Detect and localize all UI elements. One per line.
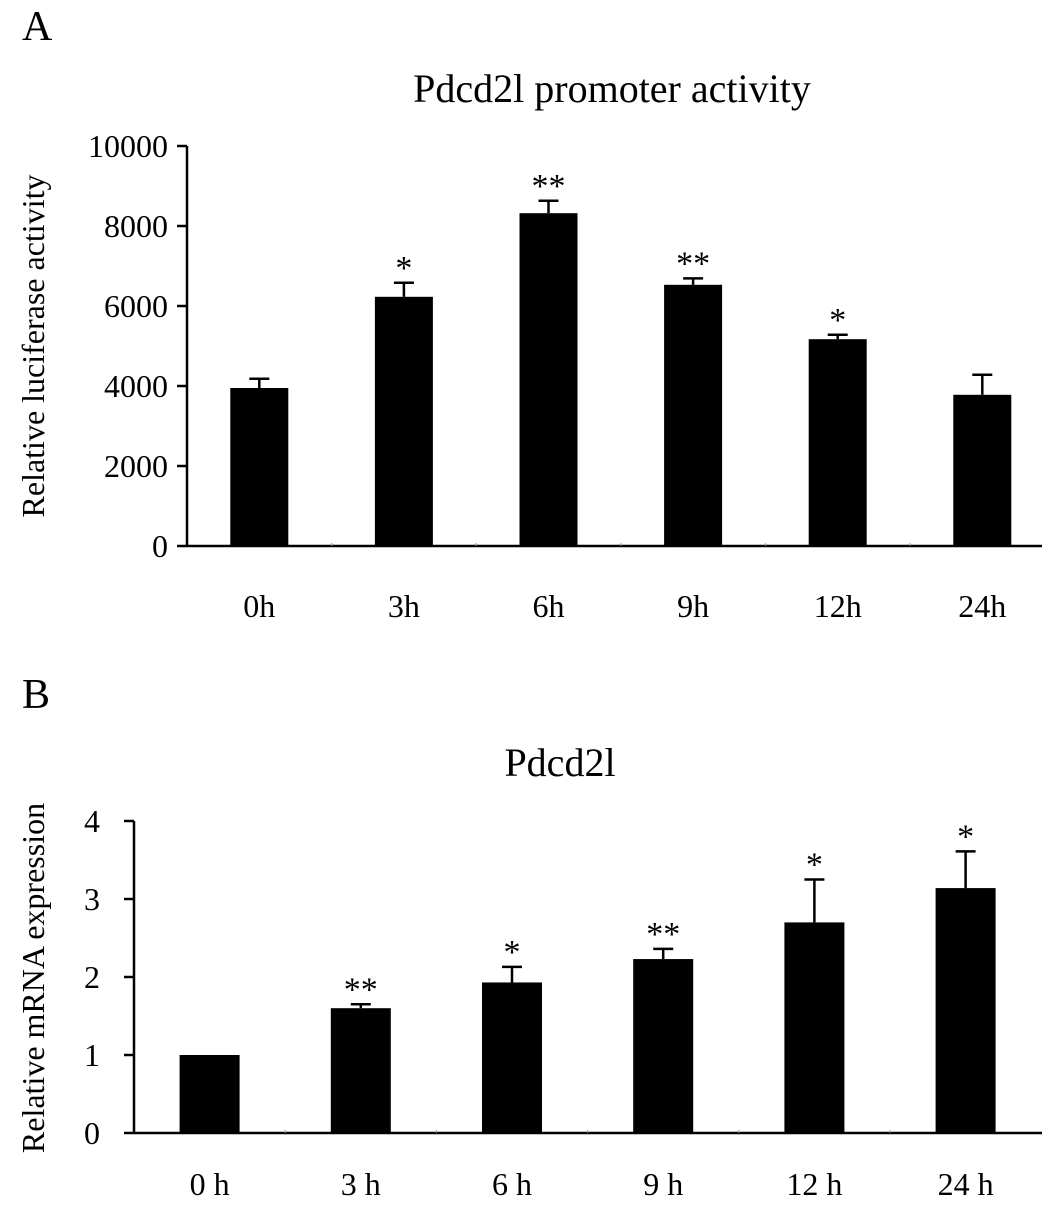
panel-b-x-labels: 0 h 3 h 6 h 9 h 12 h 24 h	[190, 1166, 994, 1202]
panel-a-y-tick-label: 6000	[104, 288, 168, 324]
panel-b-bar-9h	[633, 959, 694, 1133]
panel-a-y-axis-label: Relative luciferase activity	[15, 175, 51, 518]
panel-a: A Pdcd2l promoter activity Relative luci…	[15, 4, 1042, 624]
panel-a-y-ticks: 0 2000 4000 6000 8000 10000	[88, 128, 911, 564]
panel-a-y-tick-label: 2000	[104, 448, 168, 484]
panel-b-y-axis-label: Relative mRNA expression	[15, 803, 51, 1153]
panel-b-y-tick-label: 0	[84, 1115, 100, 1151]
panel-b-bar-24h	[935, 888, 996, 1133]
panel-a-significance-label: **	[532, 168, 566, 205]
panel-a-bar-3h	[374, 296, 433, 546]
panel-b-significance-label: *	[957, 818, 974, 855]
panel-a-category-label: 24h	[958, 588, 1006, 624]
panel-a-bar-0h	[230, 388, 289, 546]
panel-a-bar-12h	[808, 339, 867, 546]
panel-b-bar-0h	[179, 1055, 240, 1133]
panel-b-y-ticks: 0 1 2 3 4	[84, 803, 891, 1151]
panel-a-y-tick-label: 0	[152, 528, 168, 564]
panel-b-bar-12h	[784, 922, 845, 1133]
panel-b-category-label: 24 h	[938, 1166, 994, 1202]
panel-a-category-label: 3h	[388, 588, 420, 624]
panel-b-significance-label: *	[504, 934, 521, 971]
panel-b-significance-label: **	[646, 916, 680, 953]
panel-a-x-labels: 0h 3h 6h 9h 12h 24h	[243, 588, 1006, 624]
panel-a-bar-24h	[953, 394, 1012, 546]
panel-b-bar-6h	[482, 982, 542, 1133]
panel-a-category-label: 0h	[243, 588, 275, 624]
panel-a-y-tick-label: 4000	[104, 368, 168, 404]
panel-b-category-label: 12 h	[786, 1166, 842, 1202]
panel-b-y-tick-label: 3	[84, 881, 100, 917]
panel-b-bars: *** ****	[179, 818, 996, 1133]
panel-a-bars: ******	[230, 168, 1012, 546]
panel-b: B Pdcd2l Relative mRNA expression 01234 …	[15, 672, 1042, 1202]
panel-b-title: Pdcd2l	[504, 740, 615, 785]
panel-b-bar-3h	[330, 1008, 391, 1133]
panel-b-y-tick-label: 4	[84, 803, 100, 839]
panel-a-significance-label: *	[395, 250, 412, 287]
panel-b-y-tick-label: 2	[84, 959, 100, 995]
panel-a-label: A	[22, 4, 53, 50]
panel-a-category-label: 9h	[677, 588, 709, 624]
panel-a-significance-label: *	[829, 302, 846, 339]
panel-a-significance-label: **	[676, 245, 710, 282]
panel-a-category-label: 12h	[814, 588, 862, 624]
panel-b-significance-label: **	[344, 971, 378, 1008]
panel-b-category-label: 6 h	[492, 1166, 532, 1202]
panel-a-title: Pdcd2l promoter activity	[413, 66, 811, 111]
panel-b-category-label: 3 h	[341, 1166, 381, 1202]
panel-b-category-label: 9 h	[643, 1166, 683, 1202]
panel-b-y-tick-label: 1	[84, 1037, 100, 1073]
panel-b-significance-label: *	[806, 847, 823, 884]
panel-a-y-tick-label: 10000	[88, 128, 168, 164]
panel-a-category-label: 6h	[533, 588, 565, 624]
panel-a-bar-6h	[519, 213, 578, 546]
panel-b-label: B	[22, 672, 50, 718]
panel-a-bar-9h	[664, 284, 723, 546]
panel-b-category-label: 0 h	[190, 1166, 230, 1202]
panel-a-y-tick-label: 8000	[104, 208, 168, 244]
